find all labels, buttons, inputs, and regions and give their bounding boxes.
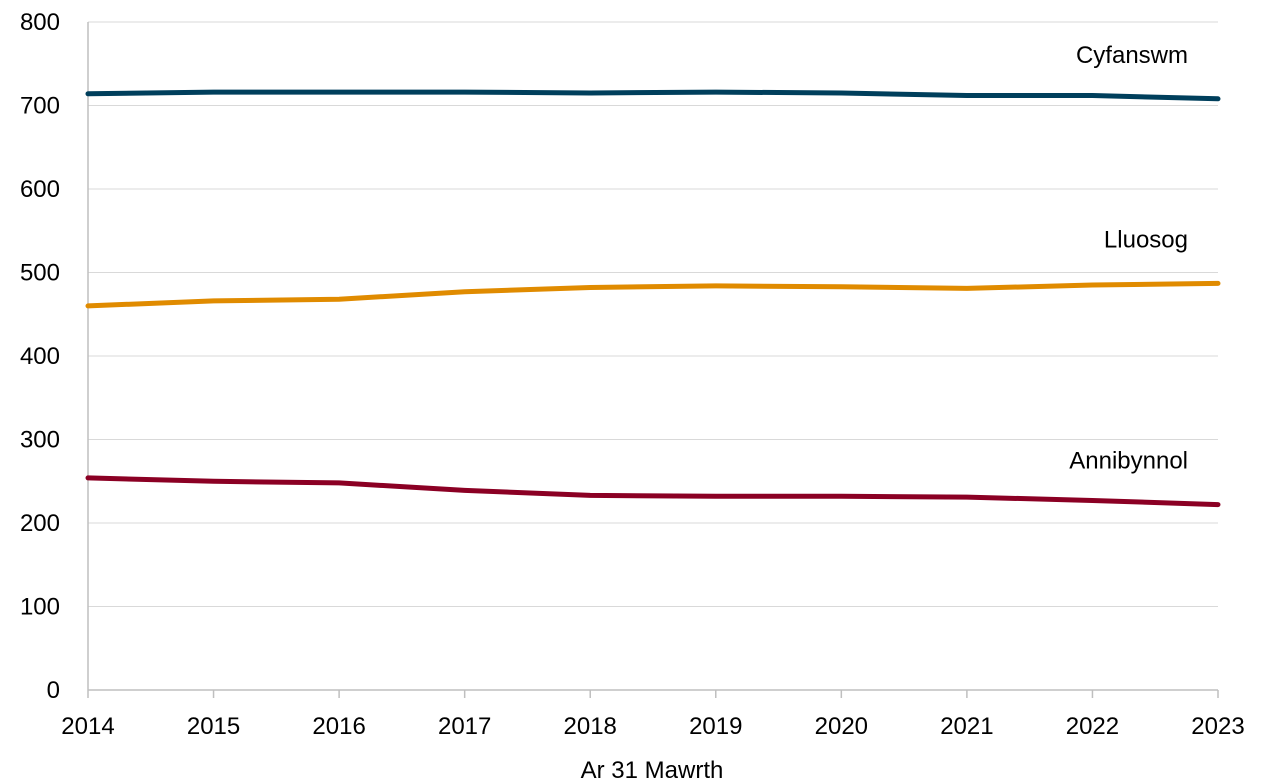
y-tick-label: 600 bbox=[20, 176, 60, 203]
series-line-cyfanswm bbox=[85, 89, 1221, 102]
gridlines bbox=[88, 21, 1218, 607]
x-tick-label: 2018 bbox=[564, 713, 617, 740]
x-tick-label: 2021 bbox=[940, 713, 993, 740]
y-tick-label: 300 bbox=[20, 427, 60, 454]
series-label-annibynnol: Annibynnol bbox=[1069, 448, 1188, 475]
x-tick-label: 2023 bbox=[1191, 713, 1244, 740]
x-tick-label: 2015 bbox=[187, 713, 240, 740]
x-tick-label: 2020 bbox=[815, 713, 868, 740]
x-tick-labels: 2014 2015 2016 2017 2018 2019 2020 2021 2022 2023 bbox=[61, 713, 1244, 740]
series-line-lluosog bbox=[85, 280, 1221, 309]
y-tick-label: 400 bbox=[20, 343, 60, 370]
x-tick-label: 2017 bbox=[438, 713, 491, 740]
x-tick-label: 2022 bbox=[1066, 713, 1119, 740]
x-tick-label: 2016 bbox=[312, 713, 365, 740]
series-label-lluosog: Lluosog bbox=[1104, 226, 1188, 253]
x-tick-label: 2019 bbox=[689, 713, 742, 740]
y-tick-label: 500 bbox=[20, 260, 60, 287]
series-line-annibynnol bbox=[85, 475, 1221, 508]
x-axis-title: Ar 31 Mawrth bbox=[581, 757, 724, 784]
series-label-cyfanswm: Cyfanswm bbox=[1076, 42, 1188, 69]
axes bbox=[87, 22, 1219, 698]
x-tick-label: 2014 bbox=[61, 713, 114, 740]
y-tick-labels: 0 100 200 300 400 500 600 700 800 bbox=[20, 9, 60, 704]
y-tick-label: 0 bbox=[47, 677, 60, 704]
y-tick-label: 800 bbox=[20, 9, 60, 36]
series-labels: Cyfanswm Lluosog Annibynnol bbox=[1069, 42, 1188, 475]
y-tick-label: 700 bbox=[20, 93, 60, 120]
series-lines bbox=[85, 89, 1221, 508]
y-tick-label: 100 bbox=[20, 594, 60, 621]
y-tick-label: 200 bbox=[20, 510, 60, 537]
